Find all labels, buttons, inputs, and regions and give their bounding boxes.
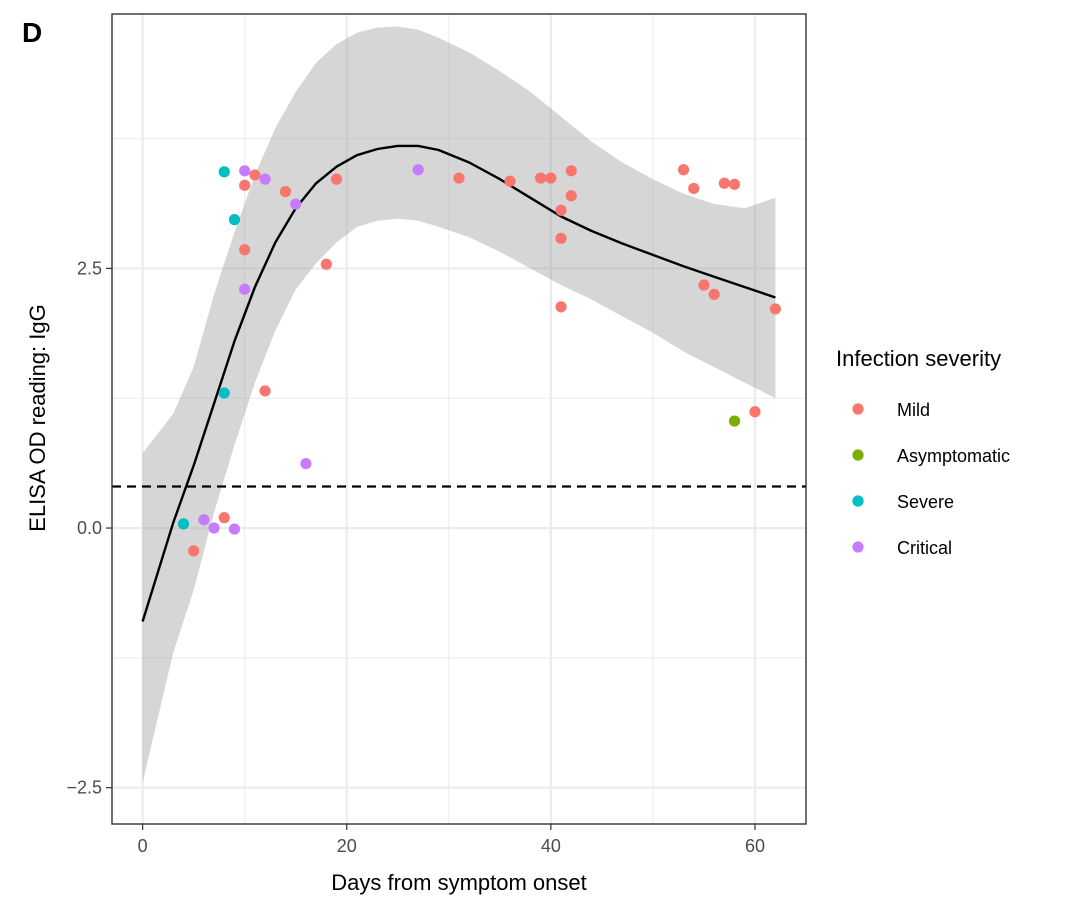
legend-key-asymptomatic [852, 449, 864, 461]
y-tick-label: 2.5 [77, 258, 102, 278]
data-point-mild [555, 301, 567, 313]
data-point-critical [290, 198, 302, 210]
smooth-curve [141, 144, 776, 622]
plot-background [112, 14, 806, 824]
data-point-mild [555, 204, 567, 216]
data-point-severe [228, 214, 241, 226]
y-tick-label: 0.0 [77, 518, 102, 538]
data-point-mild [708, 288, 720, 300]
legend-key-severe [852, 495, 864, 507]
y-axis-title: ELISA OD reading: IgG [25, 304, 50, 531]
plot-border [111, 13, 807, 825]
data-point-severe [218, 166, 230, 178]
confidence-ribbon [142, 26, 776, 783]
data-point-critical [239, 283, 251, 295]
data-point-asymptomatic [728, 415, 741, 427]
data-point-mild [259, 385, 271, 397]
legend-key-mild [852, 403, 864, 415]
data-point-mild [769, 303, 781, 315]
data-point-critical [239, 165, 251, 177]
legend-label-mild: Mild [897, 400, 930, 420]
x-axis: 0 20 40 60 [138, 824, 765, 856]
legend: Infection severity Mild Asymptomatic Sever… [836, 346, 1010, 558]
legend-label-severe: Severe [897, 492, 954, 512]
scatter-points [177, 164, 781, 557]
data-point-mild [453, 172, 465, 184]
x-tick-label: 40 [541, 836, 561, 856]
y-tick-label: −2.5 [66, 778, 102, 798]
data-point-mild [565, 190, 577, 202]
legend-label-asymptomatic: Asymptomatic [897, 446, 1010, 466]
data-point-mild [239, 244, 251, 256]
data-point-mild [320, 258, 332, 270]
data-point-severe [177, 518, 190, 530]
data-point-mild [218, 512, 230, 524]
data-point-mild [279, 185, 292, 198]
x-axis-title: Days from symptom onset [331, 870, 587, 895]
data-point-critical [228, 523, 241, 535]
y-axis: −2.5 0.0 2.5 [66, 258, 112, 798]
grid-lines [112, 14, 806, 824]
data-point-critical [259, 173, 271, 185]
data-point-critical [198, 514, 210, 526]
legend-items: Mild Asymptomatic Severe Critical [852, 400, 1010, 558]
data-point-mild [188, 545, 200, 557]
data-point-mild [504, 175, 516, 187]
data-point-critical [300, 458, 312, 470]
data-point-critical [412, 164, 424, 176]
confidence-ribbon-layer [142, 26, 776, 783]
smooth-curve-layer [141, 144, 776, 622]
data-point-mild [535, 172, 547, 184]
plot-area [111, 13, 807, 825]
data-point-mild [555, 232, 567, 244]
x-tick-label: 20 [337, 836, 357, 856]
data-point-mild [239, 179, 251, 191]
data-point-critical [208, 522, 220, 534]
data-point-mild [718, 177, 730, 189]
data-point-mild [749, 406, 761, 418]
data-point-mild [565, 165, 577, 177]
data-point-mild [698, 279, 710, 291]
data-point-mild [688, 182, 700, 195]
legend-label-critical: Critical [897, 538, 952, 558]
x-tick-label: 0 [138, 836, 148, 856]
data-point-mild [677, 164, 690, 176]
legend-key-critical [852, 541, 864, 553]
x-tick-label: 60 [745, 836, 765, 856]
legend-title: Infection severity [836, 346, 1001, 371]
panel-label: D [22, 17, 42, 48]
data-point-severe [218, 387, 230, 399]
data-point-mild [249, 169, 261, 181]
data-point-mild [728, 178, 741, 190]
data-point-mild [545, 172, 557, 184]
data-point-mild [330, 173, 343, 185]
